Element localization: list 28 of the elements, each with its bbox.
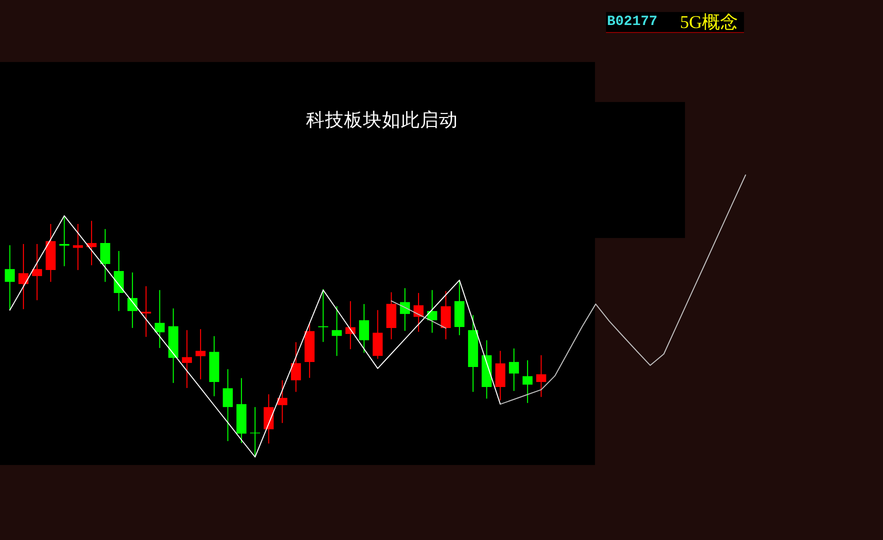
candlestick bbox=[196, 328, 206, 380]
candlestick bbox=[400, 288, 410, 332]
candlestick bbox=[72, 223, 83, 271]
candlestick bbox=[127, 272, 138, 328]
candlestick bbox=[536, 354, 546, 398]
candlestick bbox=[250, 406, 260, 458]
candlestick bbox=[522, 360, 533, 404]
candlestick bbox=[154, 290, 165, 348]
candlestick bbox=[290, 342, 301, 392]
candlestick bbox=[277, 380, 288, 424]
candlestick bbox=[182, 330, 192, 389]
candlestick bbox=[32, 243, 42, 301]
candlestick bbox=[222, 368, 233, 442]
candlestick bbox=[359, 304, 370, 354]
text: 5G概念 bbox=[680, 12, 738, 32]
candlestick bbox=[495, 350, 506, 401]
candlestick bbox=[264, 394, 274, 444]
candlestick bbox=[508, 348, 519, 392]
text: B02177 bbox=[607, 14, 658, 30]
candlestick bbox=[114, 250, 124, 312]
candlestick bbox=[100, 228, 110, 282]
candlestick bbox=[332, 306, 342, 356]
candlestick bbox=[345, 300, 356, 350]
candlestick bbox=[372, 310, 383, 360]
chart-title: 科技板块如此启动 bbox=[306, 109, 458, 131]
candlestick bbox=[18, 243, 28, 310]
candlestick bbox=[440, 290, 451, 340]
candlestick bbox=[4, 244, 15, 311]
